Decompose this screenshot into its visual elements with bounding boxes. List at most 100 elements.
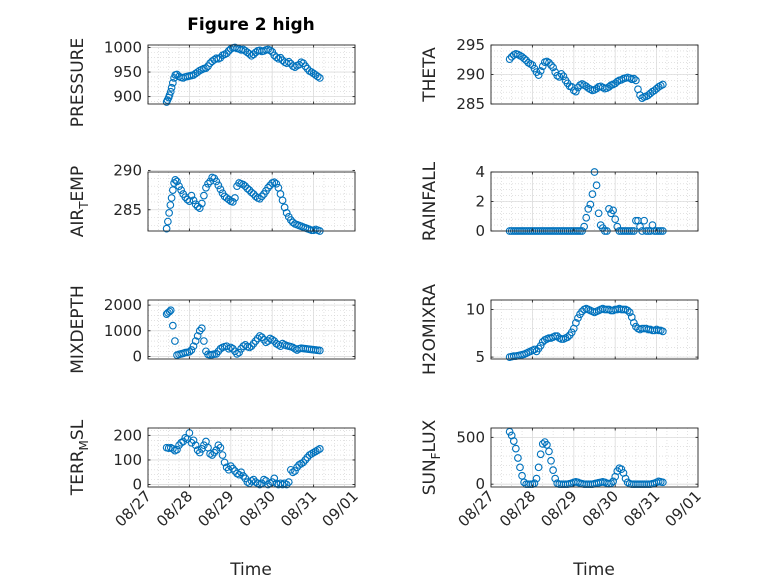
data-point — [173, 445, 181, 454]
data-point — [195, 204, 204, 213]
data-point — [534, 463, 543, 472]
data-point — [233, 350, 241, 358]
data-series — [505, 427, 667, 489]
data-point — [185, 347, 194, 356]
data-point — [567, 328, 576, 337]
y-tick-label: 295 — [456, 36, 485, 54]
data-point — [632, 216, 640, 225]
data-point — [532, 474, 541, 483]
data-point — [168, 79, 177, 87]
data-point — [315, 346, 324, 355]
y-tick-label: 4 — [475, 163, 485, 181]
data-point — [530, 345, 539, 354]
data-point — [239, 180, 248, 189]
data-point — [200, 337, 208, 345]
data-point — [286, 216, 295, 224]
data-point — [258, 333, 266, 342]
y-axis-label: MIXDEPTH — [68, 285, 88, 374]
data-point — [189, 196, 198, 205]
data-point — [166, 306, 175, 315]
data-point — [623, 306, 632, 315]
subplot-h2omixra: 5 10 H2OMIXRA — [420, 284, 699, 375]
data-point — [619, 305, 628, 314]
data-series — [505, 49, 667, 102]
data-point — [167, 83, 176, 92]
axes-box — [490, 299, 699, 360]
data-point — [534, 71, 543, 79]
data-point — [592, 181, 601, 190]
data-point — [216, 185, 225, 194]
data-point — [249, 190, 258, 198]
data-point — [547, 456, 555, 465]
data-point — [222, 49, 231, 58]
x-tick-label: 08/29 — [537, 487, 580, 530]
data-point — [543, 441, 551, 449]
data-point — [165, 209, 173, 217]
data-point — [509, 437, 518, 445]
y-tick-label: 200 — [113, 426, 142, 444]
data-point — [179, 437, 188, 446]
data-point — [229, 198, 237, 206]
y-axis-label: TERRMSL — [68, 419, 91, 496]
data-point — [212, 350, 221, 358]
data-point — [551, 474, 560, 483]
axes-box — [147, 44, 356, 105]
plot-area — [148, 428, 355, 487]
data-point — [212, 177, 221, 186]
data-point — [270, 337, 279, 345]
x-tick-label: 08/28 — [153, 487, 196, 530]
data-point — [245, 186, 254, 194]
axes-box — [147, 299, 356, 360]
data-point — [229, 464, 237, 473]
data-point — [224, 344, 233, 353]
data-point — [613, 222, 622, 231]
x-tick-label: 08/31 — [277, 487, 320, 530]
y-tick-label: 10 — [466, 301, 485, 319]
data-point — [231, 347, 239, 356]
data-point — [549, 63, 557, 72]
data-point — [545, 58, 553, 67]
y-tick-label: 2 — [475, 193, 485, 211]
data-point — [658, 80, 667, 89]
data-point — [605, 205, 613, 213]
data-point — [611, 215, 620, 224]
subplot-mixdepth: 0 1000 2000 MIXDEPTH — [68, 285, 356, 374]
data-point — [191, 337, 200, 345]
axes-box — [147, 171, 356, 232]
subplot-rainfall: 0 2 4 RAINFALL — [420, 161, 699, 241]
subplot-pressure: 900 950 1000 PRESSURE — [68, 38, 356, 127]
data-point — [640, 216, 649, 225]
data-point — [210, 448, 219, 457]
data-point — [313, 72, 322, 81]
data-point — [164, 217, 172, 226]
plot-area — [491, 428, 698, 487]
data-point — [187, 346, 196, 354]
x-axis-label-left: Time — [229, 560, 272, 580]
y-tick-label: 0 — [475, 475, 485, 493]
data-point — [299, 458, 308, 467]
data-point — [284, 478, 293, 486]
data-point — [200, 191, 208, 200]
data-point — [559, 72, 568, 81]
y-tick-label: 290 — [456, 66, 485, 84]
data-point — [187, 191, 196, 200]
y-tick-label: 900 — [113, 88, 142, 106]
data-point — [249, 339, 258, 348]
data-point — [195, 326, 204, 335]
x-tick-label: 09/01 — [662, 487, 705, 530]
data-point — [605, 83, 613, 91]
y-tick-label: 950 — [113, 63, 142, 81]
data-point — [580, 222, 589, 231]
data-point — [266, 46, 274, 55]
y-tick-label: 290 — [113, 161, 142, 179]
data-point — [557, 70, 566, 78]
data-point — [609, 206, 617, 215]
data-point — [315, 74, 324, 82]
data-point — [301, 62, 310, 70]
y-axis-label: RAINFALL — [420, 161, 440, 241]
data-point — [289, 218, 297, 227]
data-point — [291, 467, 299, 475]
data-point — [514, 454, 522, 462]
